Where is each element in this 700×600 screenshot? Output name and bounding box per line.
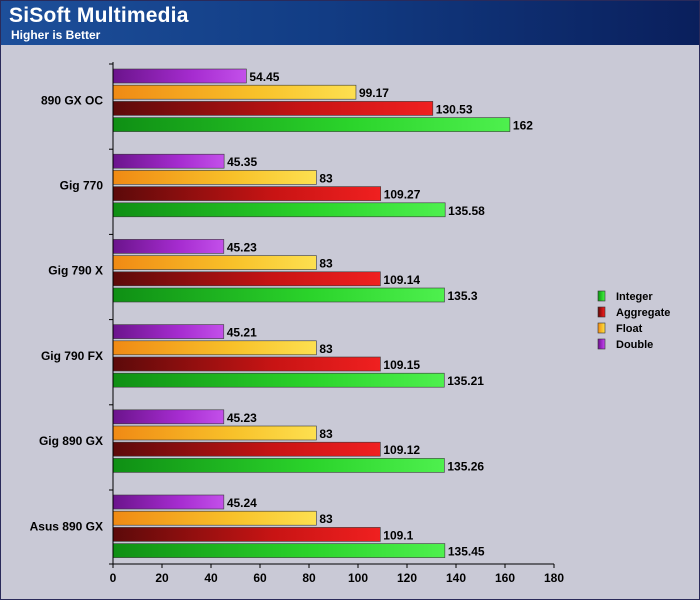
data-label: 99.17 [359,86,389,100]
data-label: 45.35 [227,155,257,169]
bar-integer [112,372,445,388]
legend-label-integer: Integer [616,291,653,303]
bar-aggregate [112,101,434,116]
bar-integer [112,287,445,303]
data-label: 83 [319,171,333,185]
data-label: 83 [319,342,333,356]
category-label: Asus 890 GX [30,519,103,533]
data-label: 109.1 [383,528,413,542]
category-label: Gig 890 GX [39,434,103,448]
data-label: 109.12 [383,443,420,457]
data-label: 83 [319,512,333,526]
bar-aggregate [112,356,381,372]
bar-double [112,494,225,510]
x-tick-label: 160 [495,571,515,585]
bar-float [112,425,317,441]
bar-float [112,170,317,185]
bar-aggregate [112,441,381,457]
category-label: Gig 790 X [48,264,103,278]
x-tick-label: 100 [348,571,368,585]
x-tick-label: 180 [544,571,564,585]
bar-float [112,255,317,270]
data-label: 135.3 [447,289,477,303]
data-label: 45.24 [227,496,257,510]
bar-double [112,324,225,339]
legend-label-double: Double [616,339,653,351]
bar-double [112,409,225,425]
legend-label-aggregate: Aggregate [616,307,670,319]
bar-integer [112,202,446,218]
data-label: 162 [513,119,533,133]
x-axis: 0 20 40 60 80 100 120 140 160 180 [109,62,564,585]
x-tick-label: 60 [253,571,267,585]
bar-float [112,340,317,356]
bar-double [112,239,225,254]
data-label: 135.26 [447,459,484,473]
legend-swatch-integer [597,290,606,302]
chart-title: SiSoft Multimedia [9,4,189,27]
legend-swatch-aggregate [597,306,606,318]
x-tick-label: 40 [204,571,218,585]
data-label: 83 [319,427,333,441]
chart-header: SiSoft Multimedia Higher is Better [1,1,699,45]
data-label: 45.23 [227,240,257,254]
data-label: 54.45 [249,70,279,84]
data-label: 45.21 [227,326,257,340]
chart-subtitle: Higher is Better [11,28,101,42]
data-label: 135.45 [448,545,485,559]
category-label: Gig 790 FX [41,349,103,363]
x-tick-label: 0 [110,571,117,585]
bar-aggregate [112,186,382,201]
category-label: 890 GX OC [41,93,103,107]
legend-swatch-double [597,338,606,350]
bar-integer [112,117,511,132]
data-label: 130.53 [436,102,473,116]
category-label: Gig 770 [60,179,104,193]
data-label: 109.15 [383,358,420,372]
data-label: 135.58 [448,204,485,218]
bar-float [112,510,317,526]
x-tick-label: 120 [397,571,417,585]
plot-area: 54.45 99.17 130.53 162 890 GX OC 45.35 83 109.2… [30,68,533,559]
x-tick-label: 140 [446,571,466,585]
x-tick-label: 20 [155,571,169,585]
bar-aggregate [112,271,381,287]
data-label: 109.27 [384,188,421,202]
bar-float [112,84,357,100]
x-tick-label: 80 [302,571,316,585]
legend-label-float: Float [616,323,643,335]
data-label: 83 [319,257,333,271]
legend: Integer Aggregate Float Double [597,290,670,351]
bar-integer [112,458,445,473]
bar-double [112,68,247,84]
bar-aggregate [112,527,381,542]
data-label: 135.21 [447,374,484,388]
bar-integer [112,543,446,558]
bar-double [112,153,225,169]
legend-swatch-float [597,322,606,334]
data-label: 45.23 [227,411,257,425]
data-label: 109.14 [383,273,420,287]
